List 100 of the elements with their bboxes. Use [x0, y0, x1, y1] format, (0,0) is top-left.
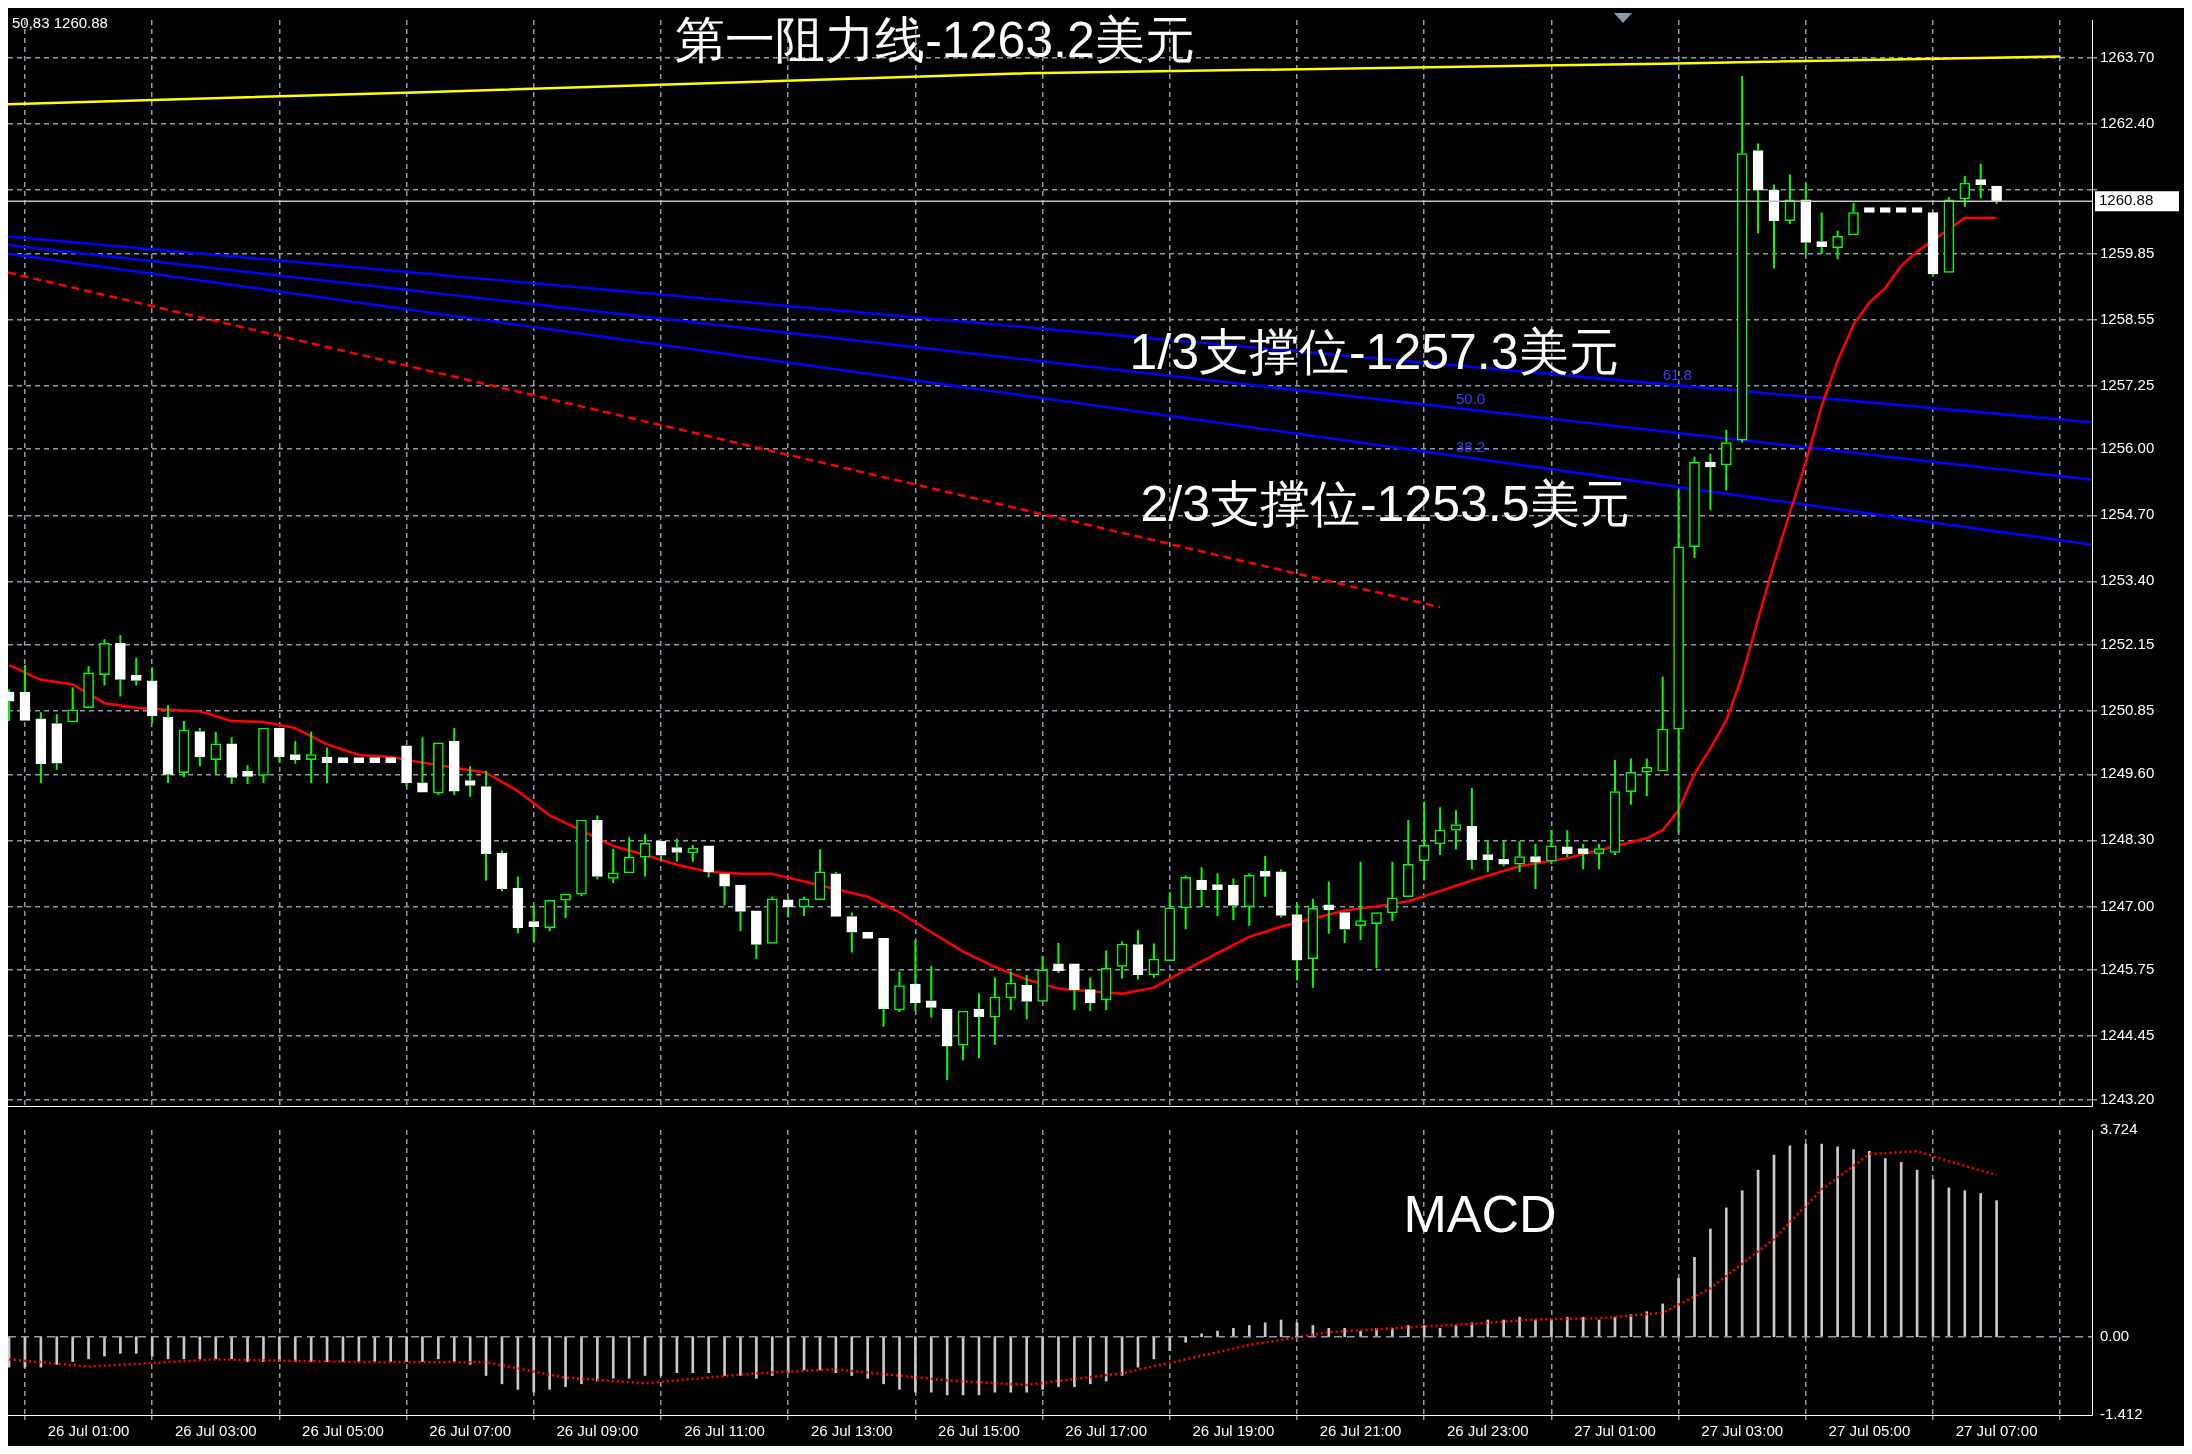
annotation: 38.2	[1455, 437, 1486, 455]
bar	[1216, 1330, 1219, 1337]
y-tick-label: 1244.45	[2100, 1026, 2155, 1044]
bar	[866, 1336, 870, 1379]
bar	[723, 1336, 726, 1376]
annotation: 2/3支撑位-1253.5美元	[1140, 475, 1630, 532]
bar	[1104, 1336, 1108, 1382]
candlestick	[226, 736, 237, 785]
candlestick	[1641, 757, 1653, 798]
x-tick-label: 26 Jul 23:00	[1446, 1422, 1529, 1440]
bar	[1852, 1149, 1855, 1337]
bar	[262, 1336, 265, 1362]
candlestick	[1705, 452, 1716, 512]
candlestick	[321, 746, 333, 784]
candlestick	[115, 634, 126, 698]
bar	[119, 1336, 122, 1354]
candlestick	[1609, 759, 1621, 857]
bar	[1693, 1256, 1696, 1337]
candlestick	[1132, 929, 1144, 981]
y-tick-label: 1248.30	[2100, 830, 2155, 848]
candlestick	[448, 727, 460, 797]
candlestick	[576, 819, 587, 898]
candlestick	[1307, 897, 1319, 989]
bar	[1804, 1143, 1808, 1337]
bar	[214, 1336, 218, 1360]
candlestick	[560, 893, 571, 920]
y-tick-label: 1259.85	[2100, 243, 2155, 261]
candlestick	[1323, 880, 1335, 935]
candlestick	[623, 836, 635, 874]
y-tick-label: -1.412	[2100, 1405, 2143, 1423]
candlestick	[894, 970, 905, 1014]
bar	[1009, 1336, 1013, 1393]
bar	[770, 1336, 774, 1376]
candlestick	[1069, 963, 1080, 1011]
candlestick	[1339, 912, 1351, 944]
bar	[1709, 1228, 1712, 1337]
bar	[1200, 1333, 1203, 1337]
candlestick	[1657, 675, 1669, 772]
bar	[1963, 1190, 1967, 1337]
candlestick	[178, 719, 190, 779]
annotation: 61.8	[1662, 366, 1692, 384]
candlestick	[592, 814, 603, 881]
bar	[1836, 1146, 1839, 1337]
bar	[1168, 1336, 1172, 1351]
bar	[1645, 1311, 1649, 1337]
bar	[1041, 1336, 1044, 1390]
candlestick	[1736, 74, 1748, 444]
bar	[1820, 1143, 1824, 1337]
bar	[945, 1336, 949, 1396]
candlestick	[1848, 201, 1859, 236]
bar	[1518, 1316, 1521, 1337]
bar	[87, 1336, 90, 1360]
candlestick	[655, 841, 667, 862]
candlestick	[99, 638, 110, 687]
y-tick-label: 1245.75	[2100, 960, 2155, 978]
y-tick-label: 1252.15	[2100, 634, 2155, 652]
bar	[882, 1336, 885, 1385]
candlestick	[1116, 940, 1128, 980]
candlestick	[1450, 809, 1462, 851]
x-tick-label: 26 Jul 03:00	[174, 1422, 257, 1440]
bar	[1359, 1330, 1362, 1337]
candlestick	[35, 711, 47, 784]
candlestick	[1689, 455, 1700, 559]
candlestick	[703, 845, 714, 879]
x-tick-label: 26 Jul 21:00	[1319, 1422, 1402, 1440]
candlestick	[766, 895, 778, 944]
candlestick	[1768, 183, 1780, 270]
candlestick	[1164, 891, 1176, 962]
candlestick	[417, 736, 428, 793]
bar	[103, 1336, 106, 1357]
candlestick	[941, 1008, 953, 1082]
bar	[134, 1336, 138, 1354]
candlestick	[1625, 757, 1637, 806]
bar	[1979, 1193, 1983, 1337]
bar	[1899, 1162, 1903, 1337]
bar	[739, 1336, 742, 1376]
annotation: MACD	[1403, 1185, 1557, 1244]
y-tick-label: 1254.70	[2100, 505, 2155, 523]
candlestick	[830, 870, 842, 917]
y-tick-label: 1262.40	[2100, 114, 2155, 132]
candlestick	[480, 769, 492, 882]
candlestick	[989, 976, 1001, 1047]
candlestick	[1927, 212, 1939, 278]
x-tick-label: 26 Jul 07:00	[429, 1422, 512, 1440]
x-tick-label: 27 Jul 03:00	[1701, 1422, 1784, 1440]
bar	[1343, 1327, 1347, 1337]
candlestick	[1180, 874, 1192, 931]
y-tick-label: 1256.00	[2100, 439, 2155, 457]
ref-line-label: 1260.88	[2099, 191, 2154, 209]
candlestick	[735, 884, 746, 933]
bar	[1406, 1325, 1410, 1337]
bar	[421, 1336, 424, 1362]
bar	[914, 1336, 917, 1393]
y-tick-label: 1250.85	[2100, 700, 2155, 718]
bar	[1677, 1278, 1680, 1337]
bar	[1025, 1336, 1029, 1393]
bar	[564, 1336, 567, 1387]
bar	[1883, 1158, 1887, 1337]
candlestick	[528, 904, 540, 943]
bar	[405, 1336, 408, 1362]
